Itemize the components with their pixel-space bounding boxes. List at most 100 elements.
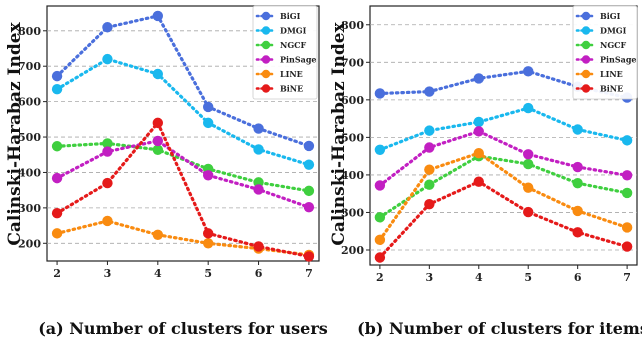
panel-b-series-line-point-6 <box>572 205 583 217</box>
panel-b-series-line-point-3 <box>424 164 435 175</box>
panel-a-legend-marker-bine <box>261 84 271 93</box>
panel-b-legend: BiGI DMGI NGCF PinSage LINE BiNE <box>572 5 638 100</box>
panel-a-series-dmgi-point-7 <box>303 159 315 170</box>
panel-b-y-axis-label: Calinski-Harabaz Index <box>329 21 349 245</box>
panel-a-legend-label-pinsage: PinSage <box>280 55 317 65</box>
panel-a-y-tick-600: 600 <box>18 96 41 109</box>
panel-a-series-bine-point-5 <box>202 228 214 239</box>
panel-b-x-tick-7: 7 <box>623 271 631 284</box>
panel-b-series-ngcf-point-7 <box>621 187 633 199</box>
panel-b-legend-marker-bigi <box>581 11 591 21</box>
panel-b-y-tick-300: 300 <box>341 206 364 219</box>
panel-a-series-bine-point-3 <box>102 177 113 189</box>
panel-a-series-pinsage-line <box>55 139 311 209</box>
panel-a-legend: BiGI DMGI NGCF PinSage LINE BiNE <box>252 5 318 100</box>
panel-a-series-line-point-2 <box>51 228 63 239</box>
panel-b-series-pinsage-point-3 <box>424 142 435 153</box>
panel-a-legend-marker-ngcf <box>261 40 271 50</box>
panel-b-y-tick-700: 700 <box>341 56 364 69</box>
panel-b-legend-label-bine: BiNE <box>600 84 623 94</box>
panel-a-x-tick-5: 5 <box>204 267 212 280</box>
panel-b-series-dmgi-point-3 <box>424 125 435 136</box>
panel-b-y-tick-200: 200 <box>341 244 364 257</box>
panel-a-x-tick-3: 3 <box>104 267 112 280</box>
panel-a-series-bine-line <box>55 119 311 258</box>
panel-a-x-ticks: 2 3 4 5 6 7 <box>53 261 313 280</box>
panel-b-x-axis-label: (b) Number of clusters for items <box>357 319 642 338</box>
panel-a-series-dmgi-point-2 <box>51 84 63 95</box>
panel-a-series-ngcf-point-2 <box>51 141 63 152</box>
panel-a-legend-marker-line <box>261 69 271 79</box>
panel-a-series-bine-point-2 <box>51 207 63 219</box>
panel-b-legend-marker-pinsage <box>581 55 591 64</box>
panel-b-series-line-line <box>378 151 629 242</box>
panel-b-series-bigi-point-5 <box>523 66 534 77</box>
panel-a-series-ngcf-point-3 <box>102 138 113 149</box>
panel-a-x-tick-7: 7 <box>305 267 313 280</box>
panel-b-series-dmgi-point-5 <box>523 102 534 114</box>
panel-a-y-tick-500: 500 <box>18 131 41 144</box>
panel-a-series-bigi-point-5 <box>202 101 214 113</box>
panel-b-series-dmgi-point-7 <box>621 135 633 146</box>
panel-b-series-bine-line <box>378 179 629 260</box>
panel-a-series-line-point-4 <box>152 229 164 240</box>
panel-a-series-dmgi-point-5 <box>202 117 214 129</box>
panel-b-series-ngcf-point-6 <box>572 177 583 189</box>
panel-a-x-axis-label: (a) Number of clusters for users <box>38 319 328 338</box>
panel-a-series-bine-point-7 <box>303 251 315 262</box>
panel-a-series-bine-point-4 <box>152 117 164 129</box>
panel-b-series-dmgi-point-2 <box>374 144 386 155</box>
panel-b-series-bine-point-6 <box>572 227 583 238</box>
panel-b-legend-marker-ngcf <box>581 40 591 50</box>
panel-a-legend-label-bine: BiNE <box>280 84 303 94</box>
panel-a-series-line-point-5 <box>202 238 214 249</box>
panel-a-legend-marker-dmgi <box>261 26 271 35</box>
panel-b-series-ngcf-point-2 <box>374 212 386 223</box>
panel-a-legend-marker-bigi <box>261 11 271 21</box>
panel-b-series-ngcf-point-3 <box>424 179 435 190</box>
panel-b-legend-label-dmgi: DMGI <box>600 26 627 36</box>
panel-a-y-tick-200: 200 <box>18 237 41 250</box>
panel-a-series <box>51 10 315 262</box>
panel-b-series-pinsage-point-6 <box>572 161 583 173</box>
panel-a-series-pinsage-point-2 <box>51 172 63 184</box>
panel-b-series-dmgi-point-4 <box>473 116 484 128</box>
panel-a-x-tick-2: 2 <box>53 267 61 280</box>
panel-b-series-line-point-4 <box>473 147 484 159</box>
panel-a-y-tick-300: 300 <box>18 202 41 215</box>
panel-b-series-pinsage-point-2 <box>374 180 386 191</box>
panel-a-series-dmgi-point-6 <box>253 144 264 155</box>
panel-b: 200 300 400 500 600 700 800 2 3 4 5 6 7 BiGI DMGI NGC… <box>329 5 642 338</box>
panel-a-y-tick-400: 400 <box>18 166 41 179</box>
panel-b-grid <box>370 24 637 251</box>
panel-b-series-pinsage-point-4 <box>473 126 484 137</box>
panel-b-series-line-point-2 <box>374 234 386 246</box>
panel-b-y-ticks: 200 300 400 500 600 700 800 <box>341 19 370 257</box>
panel-b-y-tick-600: 600 <box>341 94 364 107</box>
panel-a-series-dmgi-point-4 <box>152 68 164 80</box>
panel-b-series-pinsage-point-5 <box>523 149 534 160</box>
panel-b-legend-marker-bine <box>581 84 591 93</box>
panel-a-series-ngcf-point-7 <box>303 185 315 197</box>
panel-b-series-bigi-point-2 <box>374 88 386 99</box>
panel-a-y-axis-label: Calinski-Harabaz Index <box>5 21 25 245</box>
panel-b-x-tick-2: 2 <box>376 271 384 284</box>
panel-a-series-ngcf-point-4 <box>152 144 164 155</box>
panel-a-series-bigi-point-7 <box>303 140 315 152</box>
panel-b-legend-marker-dmgi <box>581 26 591 35</box>
panel-a-series-bigi-point-6 <box>253 123 264 134</box>
panel-a-legend-label-dmgi: DMGI <box>280 26 307 36</box>
panel-b-x-tick-6: 6 <box>574 271 582 284</box>
panel-b-series-bigi-point-4 <box>473 73 484 84</box>
panel-a-y-tick-800: 800 <box>18 25 41 38</box>
panel-b-series-bigi-point-3 <box>424 86 435 97</box>
panel-a-series-bigi-point-2 <box>51 70 63 82</box>
panel-a-series-pinsage-point-6 <box>253 184 264 195</box>
panel-a-series-pinsage-point-5 <box>202 170 214 181</box>
panel-b-series-bine-point-4 <box>473 176 484 187</box>
panel-a-legend-label-ngcf: NGCF <box>280 40 307 50</box>
panel-a-series-pinsage-point-7 <box>303 201 315 213</box>
panel-b-legend-label-line: LINE <box>600 69 623 79</box>
panel-b-series-bine-point-5 <box>523 206 534 218</box>
